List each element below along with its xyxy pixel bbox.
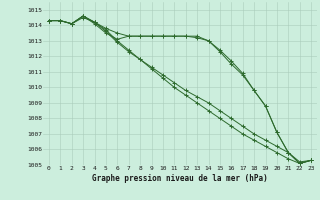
- X-axis label: Graphe pression niveau de la mer (hPa): Graphe pression niveau de la mer (hPa): [92, 174, 268, 183]
